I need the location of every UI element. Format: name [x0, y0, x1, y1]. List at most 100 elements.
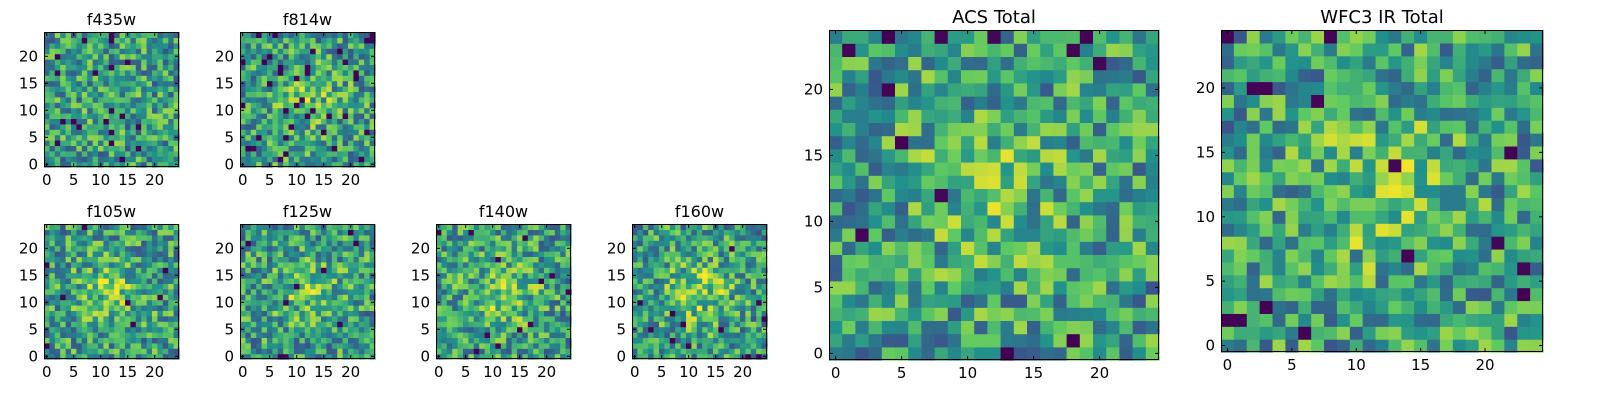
heatmap-cell — [756, 256, 763, 263]
heatmap-cell — [554, 315, 561, 322]
heatmap-cell — [1272, 210, 1286, 224]
heatmap-cell — [277, 59, 284, 65]
heatmap-cell — [707, 348, 714, 355]
heatmap-cell — [364, 123, 371, 130]
heatmap-cell — [288, 107, 295, 114]
heatmap-cell — [713, 342, 719, 349]
heatmap-cell — [71, 278, 77, 284]
heatmap-cell — [358, 305, 365, 311]
heatmap-cell — [342, 134, 349, 141]
heatmap-cell — [326, 305, 333, 311]
heatmap-cell — [1452, 300, 1467, 314]
heatmap-cell — [495, 229, 502, 236]
heatmap-cell — [250, 299, 257, 306]
heatmap-cell — [1221, 326, 1235, 340]
heatmap-cell — [162, 32, 169, 38]
heatmap-cell — [277, 283, 284, 290]
heatmap-cell — [342, 326, 349, 333]
heatmap-cell — [130, 353, 137, 360]
heatmap-cell — [272, 283, 279, 290]
heatmap-cell — [446, 342, 453, 349]
heatmap-cell — [484, 310, 491, 317]
heatmap-cell — [463, 288, 469, 295]
heatmap-cell — [642, 261, 649, 268]
heatmap-cell — [1439, 210, 1454, 224]
heatmap-cell — [554, 337, 561, 344]
heatmap-cell — [326, 75, 333, 82]
heatmap-cell — [342, 150, 349, 157]
heatmap-cell — [315, 156, 322, 163]
heatmap-cell — [637, 272, 644, 279]
heatmap-cell — [1079, 214, 1094, 229]
heatmap-cell — [294, 69, 300, 76]
heatmap-cell — [54, 261, 61, 268]
heatmap-cell — [277, 294, 284, 301]
heatmap-cell — [632, 294, 638, 301]
heatmap-cell — [157, 96, 164, 103]
heatmap-cell — [348, 113, 354, 119]
heatmap-cell — [565, 278, 572, 284]
heatmap-cell — [294, 234, 300, 241]
heatmap-cell — [60, 315, 67, 322]
heatmap-cell — [468, 245, 475, 252]
heatmap-cell — [1324, 287, 1338, 302]
heatmap-cell — [729, 256, 736, 263]
heatmap-cell — [436, 321, 442, 328]
heatmap-cell — [637, 256, 644, 263]
heatmap-cell — [65, 272, 72, 279]
heatmap-cell — [44, 234, 50, 241]
heatmap-cell — [283, 107, 290, 114]
heatmap-cell — [484, 224, 491, 230]
heatmap-cell — [750, 305, 757, 311]
heatmap-cell — [921, 30, 936, 44]
heatmap-cell — [364, 161, 371, 168]
heatmap-cell — [1093, 214, 1107, 229]
heatmap-cell — [696, 353, 703, 360]
heatmap-cell — [65, 240, 72, 247]
heatmap-cell — [369, 337, 376, 344]
heatmap-cell — [294, 150, 300, 157]
heatmap-cell — [921, 307, 936, 321]
heatmap-cell — [895, 346, 909, 361]
heatmap-cell — [261, 64, 268, 71]
heatmap-cell — [240, 91, 246, 98]
heatmap-cell — [358, 42, 365, 49]
heatmap-cell — [947, 228, 962, 242]
heatmap-cell — [1427, 197, 1441, 211]
heatmap-cell — [484, 305, 491, 311]
heatmap-cell — [1027, 201, 1041, 216]
heatmap-cell — [1324, 236, 1338, 250]
heatmap-cell — [141, 86, 148, 92]
heatmap-cell — [81, 278, 88, 284]
heatmap-cell — [718, 245, 725, 252]
heatmap-cell — [87, 337, 94, 344]
heatmap-cell — [436, 278, 442, 284]
heatmap-cell — [87, 42, 94, 49]
heatmap-cell — [267, 140, 273, 146]
heatmap-cell — [1298, 274, 1312, 289]
heatmap-cell — [157, 102, 164, 109]
heatmap-cell — [1465, 339, 1480, 353]
heatmap-cell — [675, 337, 682, 344]
heatmap-cell — [987, 30, 1002, 44]
heatmap-cell — [506, 261, 513, 268]
heatmap-cell — [1093, 175, 1107, 189]
heatmap-cell — [1311, 274, 1325, 289]
heatmap-cell — [1013, 241, 1028, 255]
heatmap-cell — [256, 107, 263, 114]
heatmap-cell — [1324, 326, 1338, 340]
heatmap-cell — [283, 64, 290, 71]
heatmap-cell — [261, 278, 268, 284]
heatmap-cell — [908, 69, 922, 84]
heatmap-cell — [81, 118, 88, 125]
heatmap-cell — [119, 113, 126, 119]
heatmap-cell — [947, 241, 962, 255]
heatmap-cell — [331, 229, 338, 236]
x-tick-label: 10 — [958, 364, 977, 382]
heatmap-cell — [868, 254, 883, 269]
heatmap-cell — [560, 283, 567, 290]
heatmap-cell — [326, 32, 333, 38]
heatmap-cell — [60, 353, 67, 360]
heatmap-cell — [1013, 307, 1028, 321]
heatmap-cell — [108, 315, 115, 322]
